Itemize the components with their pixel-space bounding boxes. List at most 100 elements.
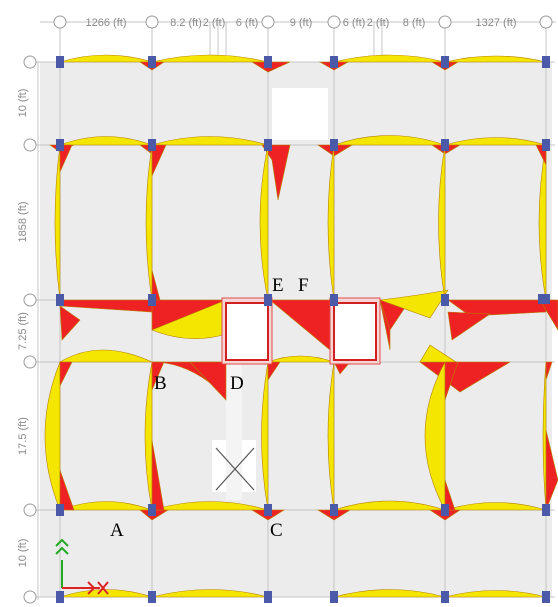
vertical-beam-moments [44, 144, 558, 511]
grid-bubble [539, 15, 553, 29]
top-dimensions: 1266 (ft) 8.2 (ft) 2 (ft) 6 (ft) 9 (ft) … [86, 17, 517, 29]
negative-moment [59, 305, 81, 341]
column [148, 139, 156, 151]
column [56, 591, 64, 603]
column [264, 504, 272, 516]
positive-moment [333, 54, 446, 63]
point-label-d: D [230, 373, 244, 394]
column [264, 56, 272, 68]
positive-moment [419, 344, 458, 363]
column [330, 139, 338, 151]
column [148, 591, 156, 603]
positive-moment [542, 361, 547, 511]
cross-line [215, 447, 255, 491]
positive-moment [58, 349, 153, 363]
positive-moment [538, 144, 547, 301]
dimension-label: 10 (ft) [17, 89, 29, 118]
dimension-label: 17.5 (ft) [17, 417, 29, 455]
opening-cross [215, 447, 255, 491]
axis-x-arrow [87, 581, 96, 595]
dimension-label: 7.25 (ft) [17, 312, 29, 350]
column [330, 591, 338, 603]
point-labels: A B C D E F [110, 275, 309, 541]
column [264, 294, 272, 306]
grid-bubble [23, 503, 37, 517]
positive-moment [44, 361, 61, 511]
column [441, 294, 449, 306]
left-dimensions: 10 (ft) 1858 (ft) 7.25 (ft) 17.5 (ft) 10… [17, 89, 29, 568]
column [542, 139, 550, 151]
point-label-f: F [298, 275, 309, 296]
negative-moment [267, 361, 281, 381]
grid-bubble [438, 15, 452, 29]
column [56, 294, 64, 306]
column [56, 139, 64, 151]
negative-moment [444, 479, 456, 511]
column [441, 139, 449, 151]
positive-moment [54, 144, 61, 301]
negative-moment [59, 144, 73, 173]
negative-moment [444, 361, 459, 401]
opening [272, 88, 328, 140]
negative-moment [447, 299, 547, 317]
negative-moment [447, 311, 491, 341]
column [542, 504, 550, 516]
column [56, 56, 64, 68]
column [148, 56, 156, 68]
point-label-b: B [154, 373, 167, 394]
opening-frames [221, 297, 381, 365]
positive-moment [261, 361, 269, 511]
dimension-label: 1266 (ft) [86, 17, 127, 29]
grid-bubble [23, 293, 37, 307]
positive-moment [424, 361, 446, 511]
positive-moment [259, 144, 269, 301]
dimension-label: 8 (ft) [403, 17, 426, 29]
grid-bubble [145, 15, 159, 29]
column [441, 591, 449, 603]
dimension-label: 2 (ft) [367, 17, 390, 29]
grid-bubble [23, 590, 37, 604]
grid-bubbles [23, 15, 553, 604]
negative-moment [59, 469, 75, 511]
column [330, 504, 338, 516]
columns [56, 56, 550, 603]
column [441, 56, 449, 68]
column [330, 294, 338, 306]
axis-x-cross [97, 581, 109, 595]
grid-bubble [23, 355, 37, 369]
grid-bubble [23, 138, 37, 152]
point-label-a: A [110, 520, 124, 541]
dimension-label: 6 (ft) [343, 17, 366, 29]
column [264, 591, 272, 603]
column [148, 294, 156, 306]
column [148, 504, 156, 516]
positive-moment [59, 54, 153, 63]
positive-moment [151, 54, 269, 63]
dimension-label: 9 (ft) [290, 17, 313, 29]
positive-moment [379, 289, 449, 319]
negative-moment [545, 361, 553, 381]
dimension-label: 10 (ft) [17, 539, 29, 568]
positive-moment [444, 55, 547, 63]
negative-moment [59, 361, 73, 387]
point-label-c: C [270, 520, 283, 541]
point-label-e: E [272, 275, 284, 296]
column [330, 56, 338, 68]
horizontal-beam-moments [49, 54, 558, 598]
column [542, 591, 550, 603]
dimension-label: 1858 (ft) [17, 202, 29, 243]
dimension-label: 2 (ft) [203, 17, 226, 29]
dimension-label: 8.2 (ft) [170, 17, 202, 29]
negative-moment [151, 439, 165, 511]
column [56, 504, 64, 516]
axis-indicator-icon [55, 538, 109, 595]
opening-frame [333, 302, 377, 361]
negative-moment [151, 144, 167, 177]
positive-moment [327, 144, 335, 301]
positive-moment [144, 361, 153, 511]
dimension-label: 6 (ft) [236, 17, 259, 29]
positive-moment [438, 144, 446, 301]
column [264, 139, 272, 151]
column [441, 504, 449, 516]
